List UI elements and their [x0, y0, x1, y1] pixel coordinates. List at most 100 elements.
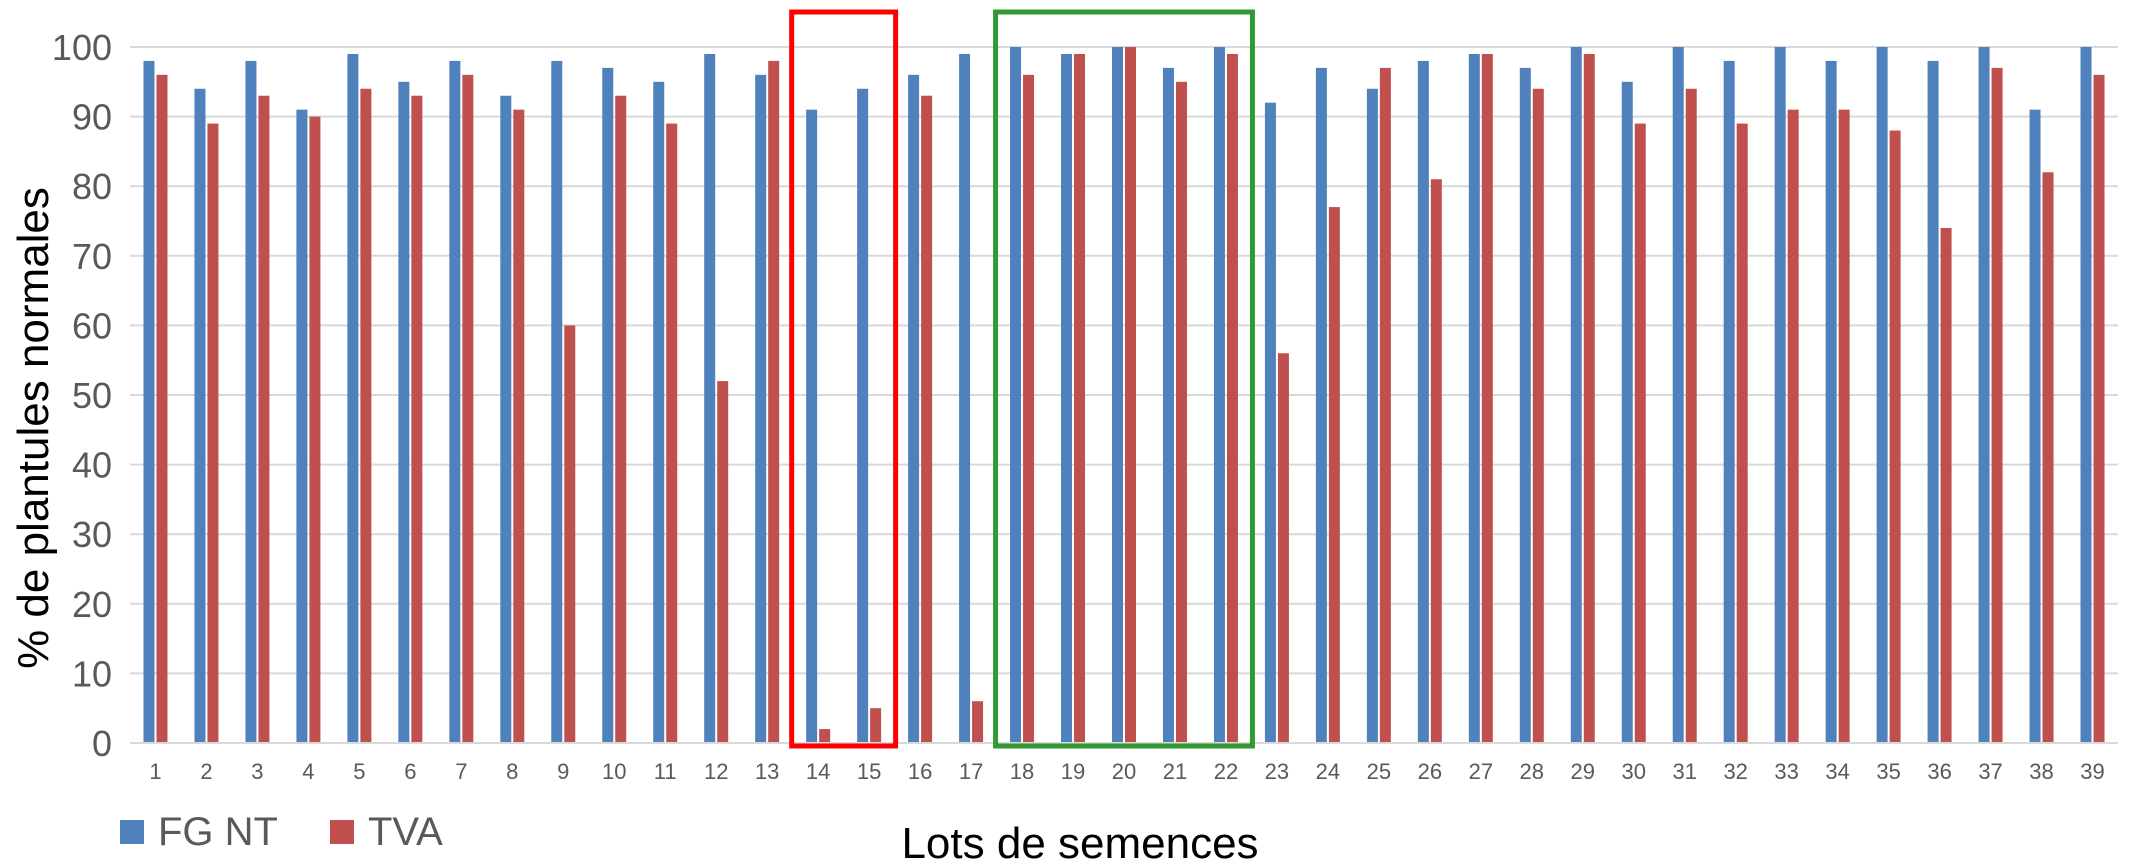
- bar-fg-nt: [347, 53, 359, 743]
- bar-tva: [1074, 53, 1086, 743]
- highlight-boxes: [789, 9, 1255, 749]
- bar-tva: [1736, 123, 1748, 743]
- x-tick-label: 32: [1723, 759, 1747, 784]
- bar-fg-nt: [296, 109, 308, 743]
- x-tick-label: 21: [1163, 759, 1187, 784]
- legend-item-tva: TVA: [329, 810, 443, 854]
- x-tick-label: 3: [251, 759, 263, 784]
- bar-fg-nt: [1723, 60, 1735, 744]
- bar-tva: [411, 95, 423, 744]
- x-tick-label: 36: [1927, 759, 1951, 784]
- legend: FG NT TVA: [120, 812, 443, 852]
- x-tick-label: 5: [353, 759, 365, 784]
- bar-tva: [1991, 67, 2003, 743]
- bar-fg-nt: [143, 60, 155, 744]
- bar-tva: [309, 116, 321, 744]
- x-tick-label: 19: [1061, 759, 1085, 784]
- x-tick-label: 17: [959, 759, 983, 784]
- bar-fg-nt: [1366, 88, 1378, 743]
- x-tick-label: 39: [2080, 759, 2104, 784]
- bar-fg-nt: [2080, 47, 2092, 743]
- bar-fg-nt: [806, 109, 818, 743]
- y-tick-label: 50: [72, 375, 112, 416]
- legend-label-fg-nt: FG NT: [158, 810, 278, 854]
- bar-tva: [666, 123, 678, 743]
- y-tick-label: 10: [72, 653, 112, 694]
- x-tick-label: 18: [1010, 759, 1034, 784]
- bar-fg-nt: [1162, 67, 1174, 743]
- bar-fg-nt: [398, 81, 410, 744]
- x-tick-label: 26: [1418, 759, 1442, 784]
- bar-fg-nt: [1570, 47, 1582, 743]
- x-tick-label: 25: [1367, 759, 1391, 784]
- bar-fg-nt: [908, 74, 920, 744]
- bar-tva: [921, 95, 933, 744]
- x-tick-label: 29: [1571, 759, 1595, 784]
- x-tick-label: 24: [1316, 759, 1340, 784]
- legend-swatch-fg-nt: [120, 820, 144, 844]
- gridlines: [130, 46, 2118, 675]
- bar-fg-nt: [755, 74, 767, 744]
- bar-fg-nt: [1774, 47, 1786, 743]
- x-tick-label: 37: [1978, 759, 2002, 784]
- bar-tva: [1685, 88, 1697, 743]
- y-tick-label: 80: [72, 166, 112, 207]
- bar-tva: [1023, 74, 1035, 744]
- x-tick-label: 13: [755, 759, 779, 784]
- bar-tva: [360, 88, 372, 743]
- x-tick-label: 2: [200, 759, 212, 784]
- bar-tva: [1226, 53, 1238, 743]
- x-tick-label: 28: [1520, 759, 1544, 784]
- bar-fg-nt: [1621, 81, 1633, 744]
- bar-tva: [870, 708, 882, 743]
- bar-fg-nt: [1825, 60, 1837, 744]
- x-tick-label: 12: [704, 759, 728, 784]
- y-axis-title: % de plantules normales: [9, 187, 58, 669]
- bar-fg-nt: [1315, 67, 1327, 743]
- bar-tva: [1583, 53, 1595, 743]
- bar-fg-nt: [194, 88, 206, 743]
- y-tick-label: 60: [72, 305, 112, 346]
- y-tick-label: 30: [72, 514, 112, 555]
- bar-fg-nt: [602, 67, 614, 743]
- bar-tva: [513, 109, 525, 743]
- x-tick-label: 31: [1672, 759, 1696, 784]
- bar-tva: [1838, 109, 1850, 743]
- legend-item-fg-nt: FG NT: [120, 812, 278, 852]
- bar-fg-nt: [653, 81, 665, 744]
- bar-tva: [156, 74, 168, 744]
- x-tick-label: 33: [1774, 759, 1798, 784]
- highlight-box: [993, 9, 1255, 749]
- bar-tva: [768, 60, 780, 744]
- x-tick-label: 10: [602, 759, 626, 784]
- x-tick-label: 11: [654, 759, 677, 784]
- bar-tva: [2093, 74, 2105, 744]
- bars: [143, 47, 2105, 744]
- bar-tva: [1634, 123, 1646, 743]
- bar-tva: [972, 701, 984, 743]
- bar-tva: [207, 123, 219, 743]
- bar-tva: [2042, 172, 2054, 743]
- bar-fg-nt: [1264, 102, 1276, 744]
- bar-fg-nt: [1061, 53, 1073, 743]
- bar-fg-nt: [1112, 47, 1123, 743]
- x-tick-label: 30: [1622, 759, 1646, 784]
- x-tick-label: 38: [2029, 759, 2053, 784]
- bar-tva: [1175, 81, 1187, 744]
- y-tick-label: 100: [52, 27, 112, 68]
- x-tick-label: 8: [506, 759, 518, 784]
- bar-fg-nt: [1213, 47, 1225, 743]
- bar-tva: [564, 325, 576, 743]
- bar-fg-nt: [1876, 47, 1888, 743]
- bar-tva: [717, 381, 729, 743]
- bar-fg-nt: [1978, 47, 1990, 743]
- legend-swatch-tva: [329, 820, 354, 844]
- bar-tva: [819, 729, 831, 743]
- bar-tva: [1940, 227, 1952, 743]
- bar-tva: [258, 95, 270, 744]
- bar-tva: [1889, 130, 1901, 743]
- bar-fg-nt: [449, 60, 461, 744]
- legend-label-tva: TVA: [367, 810, 443, 854]
